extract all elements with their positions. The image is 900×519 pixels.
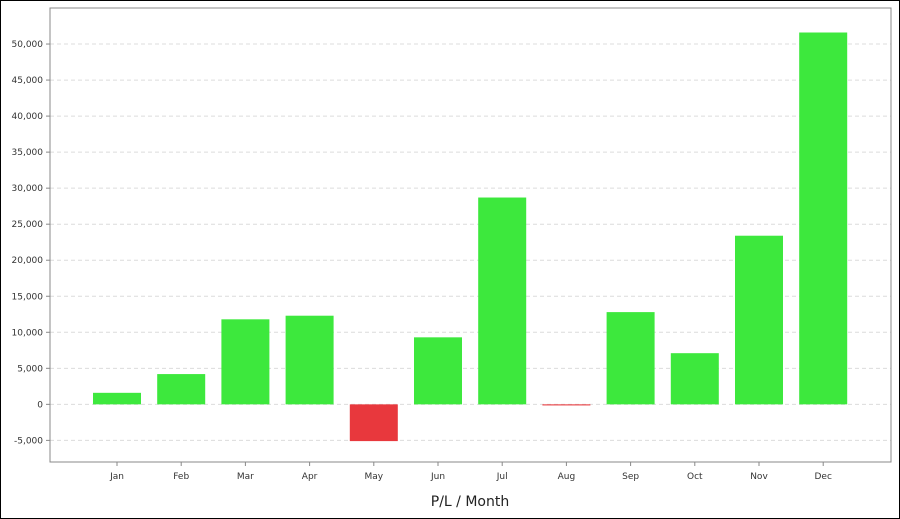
x-tick-label: Apr [302,472,318,482]
y-tick-label: 10,000 [12,328,44,338]
x-tick-label: Nov [750,472,768,482]
bar-may [349,404,398,442]
y-tick-label: 15,000 [12,292,44,302]
y-tick-label: 25,000 [12,220,44,230]
bar-nov [735,235,783,405]
y-tick-label: -5,000 [14,436,43,446]
x-tick-label: Feb [173,472,189,482]
x-tick-label: Dec [814,472,831,482]
x-tick-label: Jul [496,472,508,482]
bar-apr [285,315,334,405]
bar-sep [606,312,655,405]
bar-jan [93,392,141,405]
y-tick-label: 0 [37,400,43,410]
bar-aug [542,404,591,406]
y-tick-label: 50,000 [12,40,44,50]
bar-jun [414,337,462,405]
y-tick-label: 20,000 [12,256,44,266]
y-tick-label: 30,000 [12,184,44,194]
bar-dec [799,32,848,405]
plot-area-border [49,7,892,463]
x-axis-ticks: Jan Feb Mar Apr May Jun Jul Aug Sep Oct Nov Dec [109,462,832,482]
x-tick-label: Jan [109,472,124,482]
bars [93,32,848,442]
x-tick-label: Aug [558,472,576,482]
x-axis-title: P/L / Month [431,494,509,510]
x-tick-label: Mar [237,472,254,482]
bar-oct [670,353,719,405]
y-tick-label: 40,000 [12,112,44,122]
x-tick-label: Sep [622,472,639,482]
bar-feb [157,374,206,405]
bar-jul [478,197,527,405]
x-tick-label: Jun [430,472,445,482]
x-tick-label: May [364,472,383,482]
y-axis-ticks: -5,000 0 5,000 10,000 15,000 20,000 25,000 30,0… [12,40,50,446]
y-tick-label: 35,000 [12,148,44,158]
y-tick-label: 45,000 [12,76,44,86]
bar-mar [221,319,270,405]
axes [49,7,892,463]
y-tick-label: 5,000 [17,364,43,374]
x-tick-label: Oct [687,472,703,482]
